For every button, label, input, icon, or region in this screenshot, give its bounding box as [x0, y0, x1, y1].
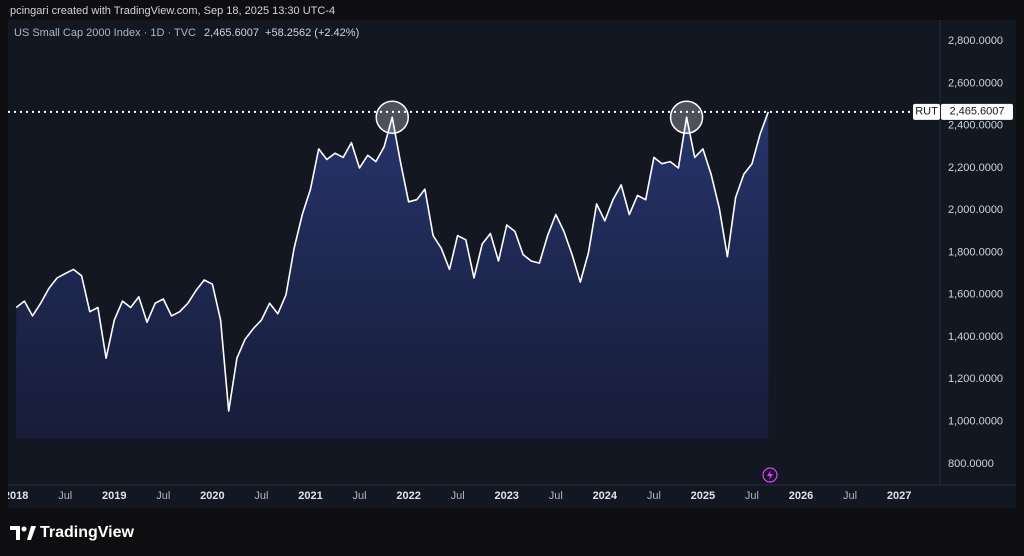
- legend-value: 2,465.6007: [204, 27, 259, 39]
- x-tick-label: 2020: [200, 490, 224, 502]
- area-fill: [16, 111, 769, 439]
- y-tick-label: 1,600.0000: [948, 289, 1003, 301]
- x-tick-label: Jul: [549, 490, 563, 502]
- x-tick-label: 2022: [396, 490, 420, 502]
- x-tick-label: Jul: [254, 490, 268, 502]
- lightning-icon: [762, 467, 778, 483]
- highlight-circle: [375, 100, 409, 134]
- y-tick-label: 1,400.0000: [948, 331, 1003, 343]
- y-tick-label: 800.0000: [948, 458, 994, 470]
- y-tick-label: 2,800.0000: [948, 35, 1003, 47]
- x-tick-label: Jul: [451, 490, 465, 502]
- x-tick-label: 2024: [593, 490, 618, 502]
- x-tick-label: 2019: [102, 490, 126, 502]
- y-tick-label: 2,200.0000: [948, 162, 1003, 174]
- x-tick-label: 2025: [691, 490, 715, 502]
- y-tick-label: 1,200.0000: [948, 373, 1003, 385]
- x-axis: 2018 Jul 2019 Jul 2020 Jul 2021 Jul 2022 Jul 2023 J…: [4, 490, 911, 502]
- credit: pcingari created with TradingView.com, S…: [10, 5, 335, 17]
- y-tick-label: 1,000.0000: [948, 415, 1003, 427]
- x-tick-label: Jul: [745, 490, 759, 502]
- price-label-box: [941, 103, 1013, 120]
- legend-change: +58.2562 (+2.42%): [265, 27, 359, 39]
- y-tick-label: 2,000.0000: [948, 204, 1003, 216]
- x-tick-label: 2023: [494, 490, 518, 502]
- y-tick-label: 2,600.0000: [948, 77, 1003, 89]
- x-tick-label: 2026: [789, 490, 813, 502]
- x-tick-label: Jul: [843, 490, 857, 502]
- x-tick-label: Jul: [58, 490, 72, 502]
- x-tick-label: Jul: [353, 490, 367, 502]
- x-tick-label: Jul: [156, 490, 170, 502]
- legend-title: US Small Cap 2000 Index · 1D · TVC: [14, 27, 196, 39]
- highlight-circle: [669, 100, 704, 134]
- y-tick-label: 1,800.0000: [948, 246, 1003, 258]
- x-tick-label: 2021: [298, 490, 322, 502]
- price-name-box: [913, 103, 940, 120]
- footer-logo: TradingView: [10, 524, 135, 541]
- footer-brand: TradingView: [40, 524, 135, 541]
- x-tick-label: 2027: [887, 490, 911, 502]
- price-label: 2,465.6007: [949, 106, 1004, 118]
- x-tick-label: 2018: [4, 490, 28, 502]
- price-line: [15, 111, 770, 412]
- price-name: RUT: [915, 106, 938, 118]
- plot-area: [15, 100, 770, 439]
- x-tick-label: Jul: [647, 490, 661, 502]
- y-tick-label: 2,400.0000: [948, 120, 1003, 132]
